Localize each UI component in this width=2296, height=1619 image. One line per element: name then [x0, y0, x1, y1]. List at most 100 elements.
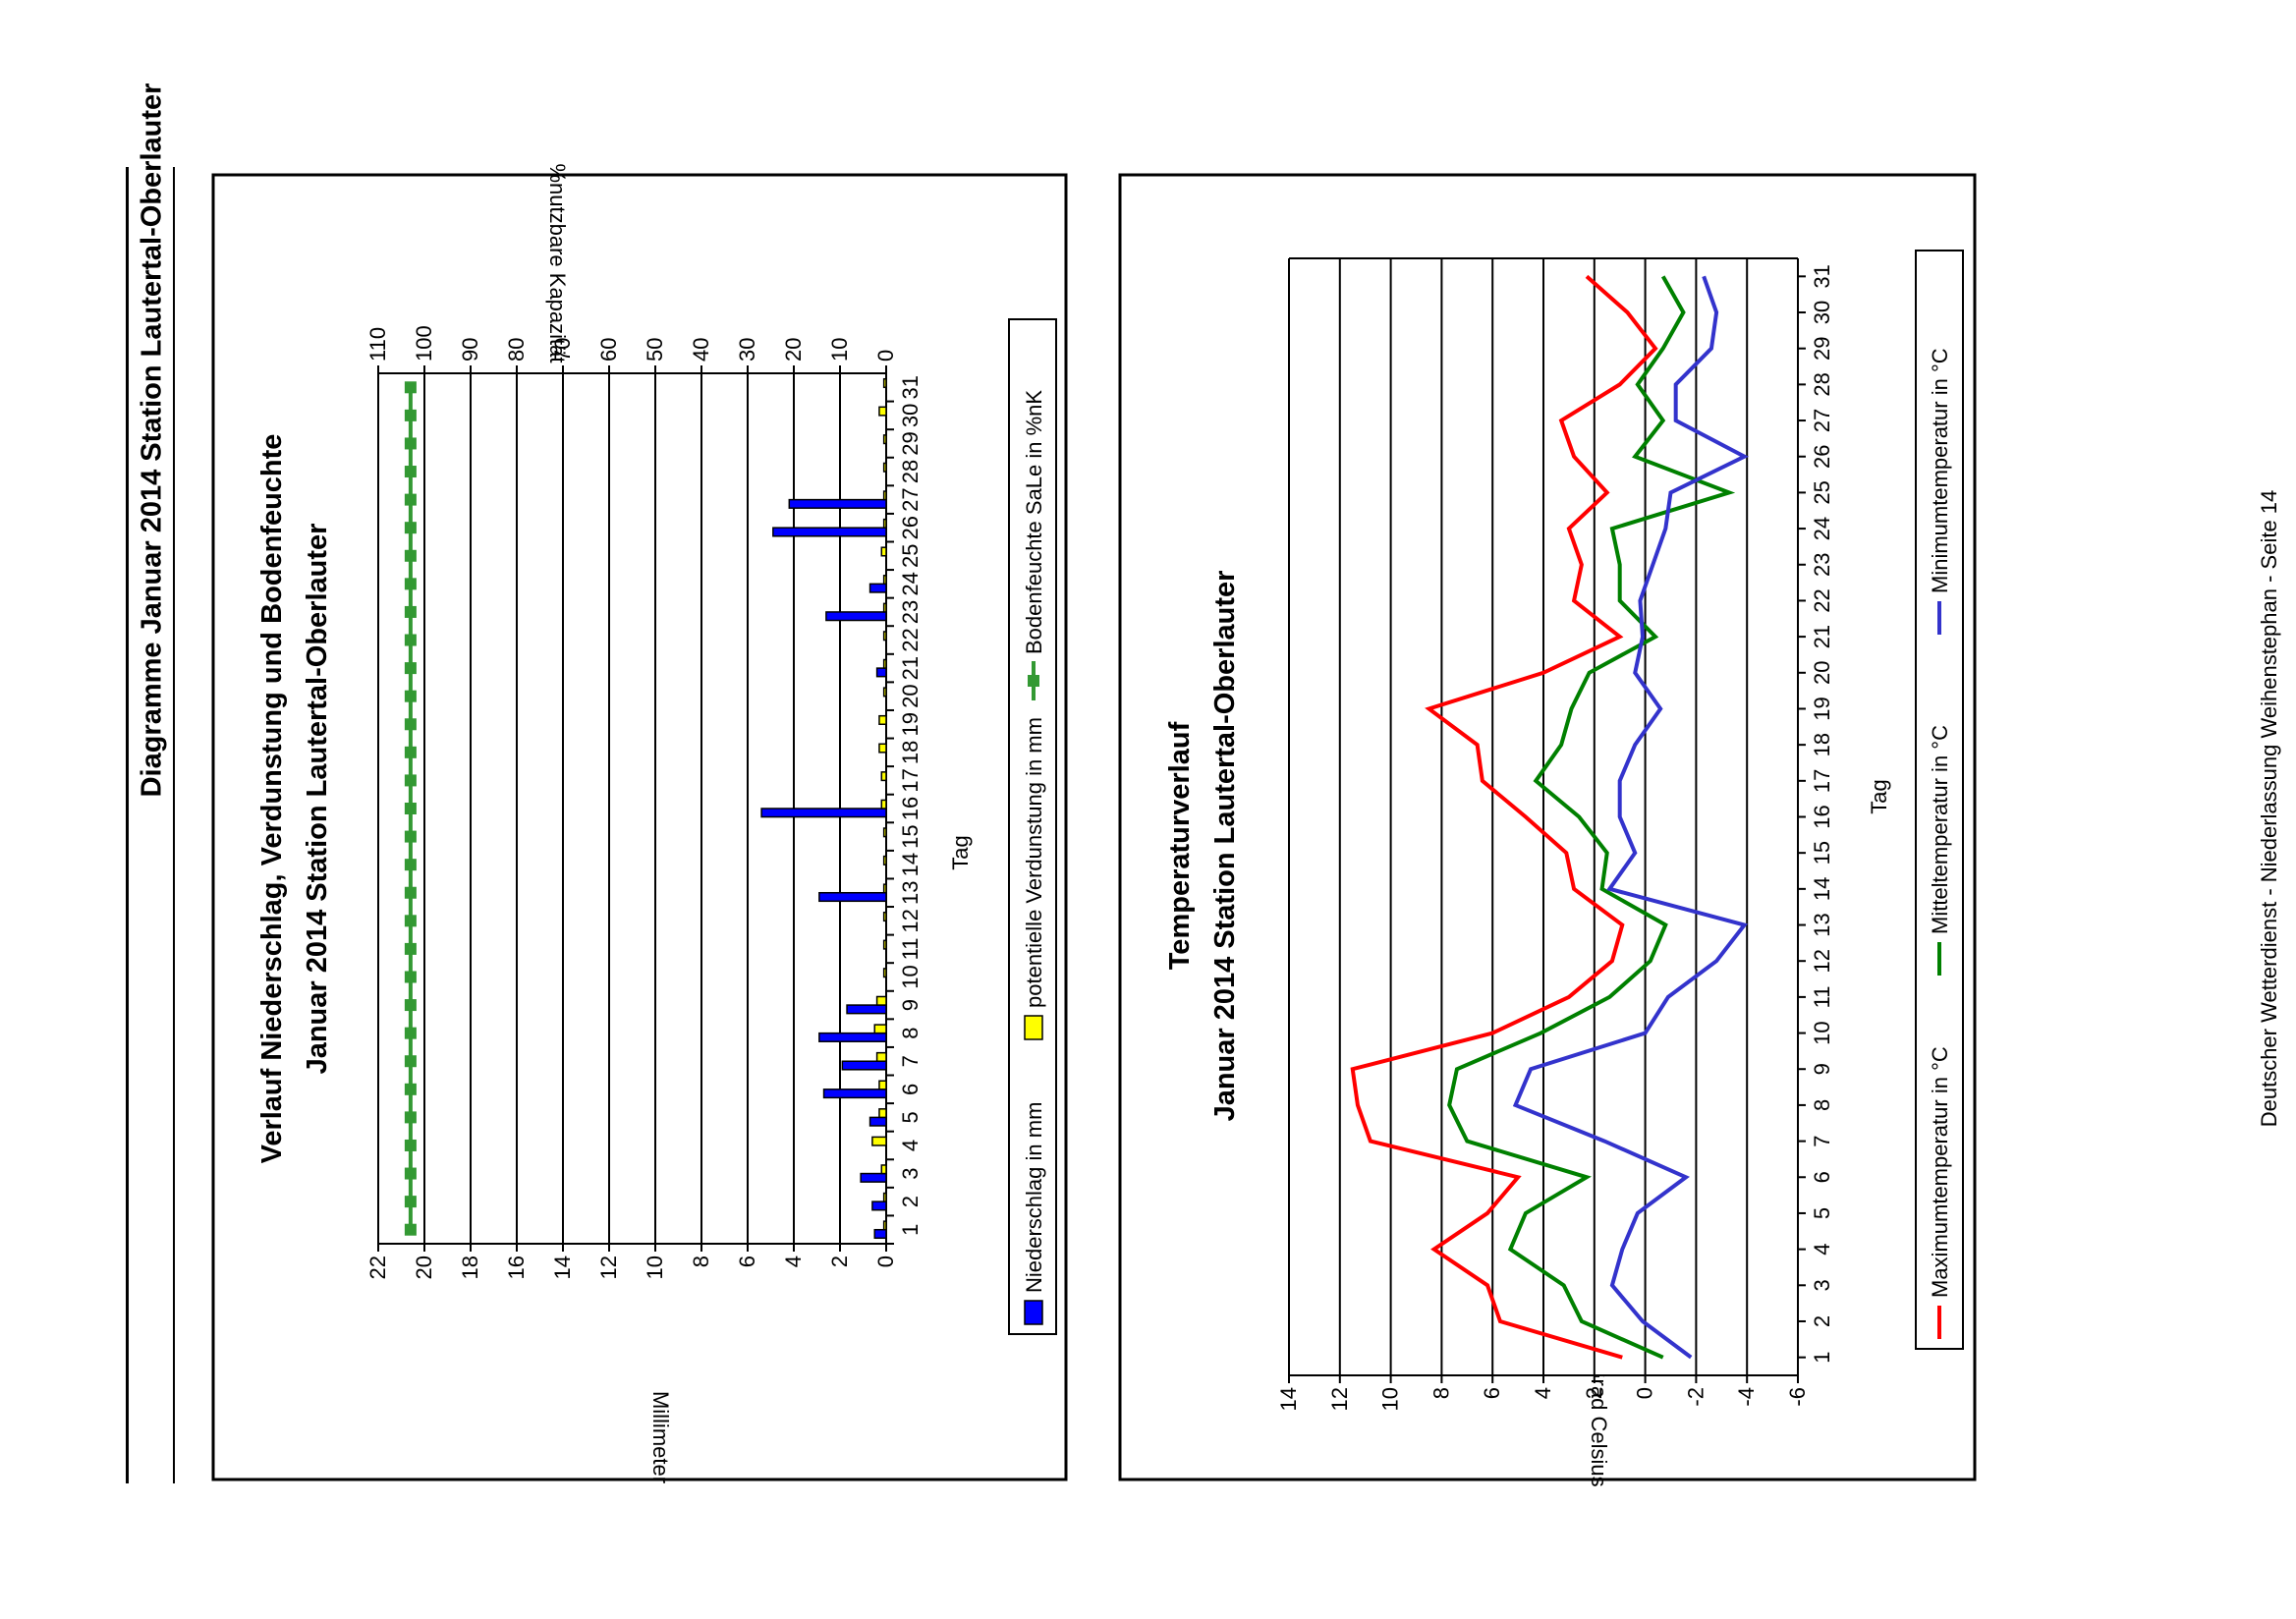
precipitation-bar — [871, 1200, 887, 1211]
chart1-xtick-label: 11 — [898, 937, 923, 960]
chart2-ytick-label: -6 — [1785, 1387, 1810, 1407]
chart1-ytick-label: 18 — [458, 1256, 482, 1279]
chart2-xtick-label: 20 — [1810, 661, 1834, 685]
soil-moisture-marker — [404, 381, 417, 394]
chart1-xtick-label: 31 — [898, 375, 923, 399]
chart2-xtick-label: 26 — [1810, 444, 1834, 468]
chart1-xtick-label: 1 — [898, 1224, 923, 1236]
precipitation-bar — [841, 1060, 887, 1071]
chart2-xtick-label: 24 — [1810, 517, 1834, 540]
evaporation-bar — [871, 1136, 887, 1146]
chart1-y2tick-label: 110 — [365, 327, 390, 362]
evaporation-bar — [882, 911, 887, 922]
chart1-y2tick-label: 30 — [735, 338, 759, 362]
evaporation-bar — [880, 546, 887, 557]
chart2-ytick-label: -2 — [1683, 1387, 1708, 1407]
soil-moisture-marker — [404, 466, 417, 478]
chart1-xtick-label: 3 — [898, 1167, 923, 1179]
chart1-legend-box — [1008, 318, 1057, 1335]
chart2-xtick-label: 1 — [1810, 1352, 1834, 1364]
evaporation-bar — [873, 1024, 887, 1034]
soil-moisture-marker — [404, 942, 417, 955]
evaporation-bar — [878, 1080, 887, 1090]
evaporation-bar — [882, 602, 887, 613]
soil-moisture-marker — [404, 605, 417, 618]
chart2-ytick-label: 12 — [1327, 1387, 1352, 1411]
title-rule-left — [126, 167, 129, 1483]
evaporation-bar — [882, 883, 887, 894]
evaporation-bar — [882, 1192, 887, 1202]
evaporation-bar — [878, 743, 887, 754]
evaporation-bar — [875, 995, 887, 1006]
chart2-legend-box — [1915, 250, 1964, 1350]
chart2-xtick-label: 31 — [1810, 264, 1834, 288]
chart2-xtick-label: 15 — [1810, 841, 1834, 865]
chart1-xlabel: Tag — [948, 835, 973, 869]
evaporation-bar — [880, 1164, 887, 1175]
chart1-frame — [211, 173, 1068, 1481]
chart2-xtick-label: 3 — [1810, 1279, 1834, 1291]
evaporation-bar — [882, 575, 887, 586]
chart2-ytick-label: 8 — [1428, 1387, 1453, 1399]
chart1-xtick-label: 2 — [898, 1196, 923, 1207]
evaporation-bar — [882, 658, 887, 669]
chart2-xtick-label: 23 — [1810, 553, 1834, 577]
precipitation-bar — [822, 1089, 887, 1099]
chart2-xtick-label: 7 — [1810, 1135, 1834, 1146]
soil-moisture-marker — [404, 886, 417, 899]
chart2-ytick-label: 10 — [1378, 1387, 1403, 1411]
chart1-y2tick-label: 50 — [643, 338, 667, 362]
chart2-xtick-label: 12 — [1810, 949, 1834, 973]
evaporation-bar — [882, 968, 887, 978]
soil-moisture-marker — [404, 999, 417, 1012]
chart1-xtick-label: 25 — [898, 544, 923, 568]
precipitation-bar — [760, 808, 887, 818]
chart2-title: Temperaturverlauf — [1164, 721, 1196, 970]
chart1-xtick-label: 12 — [898, 909, 923, 932]
precipitation-chart-panel: Verlauf Niederschlag, Verdunstung und Bo… — [211, 163, 1068, 1483]
chart2-ytick-label: 6 — [1480, 1387, 1504, 1399]
chart1-ytick-label: 4 — [781, 1256, 806, 1267]
chart1-y2label: %nutzbare Kapazität — [545, 163, 570, 363]
chart1-xtick-label: 7 — [898, 1055, 923, 1067]
legend-swatch-evaporation — [1024, 1015, 1043, 1040]
soil-moisture-marker — [404, 774, 417, 787]
chart2-subtitle: Januar 2014 Station Lautertal-Oberlauter — [1209, 571, 1241, 1122]
chart2-ytick-label: 4 — [1531, 1387, 1555, 1399]
chart1-xtick-label: 5 — [898, 1111, 923, 1123]
chart1-xtick-label: 17 — [898, 768, 923, 792]
soil-moisture-marker — [404, 859, 417, 871]
chart2-xtick-label: 30 — [1810, 301, 1834, 324]
chart2-xtick-label: 5 — [1810, 1207, 1834, 1219]
chart1-y2tick-label: 90 — [458, 338, 482, 362]
precipitation-bar — [818, 891, 887, 903]
chart1-y2tick-label: 20 — [781, 338, 806, 362]
soil-moisture-marker — [404, 915, 417, 927]
legend-label-max-temperature: Maximumtemperatur in °C — [1928, 1046, 1952, 1298]
soil-moisture-marker — [404, 1223, 417, 1236]
evaporation-bar — [882, 939, 887, 950]
chart1-xtick-label: 23 — [898, 600, 923, 624]
chart1-xtick-label: 9 — [898, 999, 923, 1011]
chart1-ytick-label: 10 — [643, 1256, 667, 1279]
soil-moisture-marker — [404, 830, 417, 843]
chart2-xtick-label: 16 — [1810, 805, 1834, 828]
soil-moisture-marker — [404, 1027, 417, 1039]
chart2-xlabel: Tag — [1867, 779, 1891, 813]
chart2-xtick-label: 25 — [1810, 480, 1834, 504]
evaporation-bar — [878, 1108, 887, 1119]
chart2-xtick-label: 21 — [1810, 625, 1834, 648]
chart2-frame — [1118, 173, 1977, 1481]
soil-moisture-marker — [404, 662, 417, 675]
evaporation-bar — [882, 827, 887, 838]
legend-label-soil-moisture: Bodenfeuchte SaLe in %nK — [1022, 390, 1046, 654]
soil-moisture-marker — [404, 690, 417, 702]
chart1-y2tick-label: 100 — [412, 325, 436, 362]
chart1-y2tick-label: 40 — [689, 338, 713, 362]
chart1-xtick-label: 4 — [898, 1140, 923, 1151]
chart1-title: Verlauf Niederschlag, Verdunstung und Bo… — [256, 434, 288, 1164]
chart2-xtick-label: 11 — [1810, 985, 1834, 1008]
chart1-y2tick-label: 0 — [873, 350, 898, 362]
chart1-ytick-label: 12 — [596, 1256, 621, 1279]
soil-moisture-marker — [404, 1055, 417, 1068]
